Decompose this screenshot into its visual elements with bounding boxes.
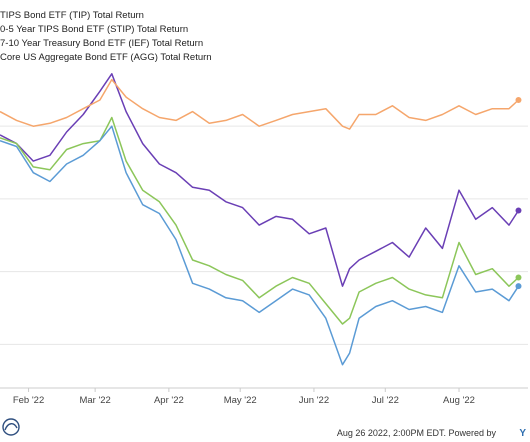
x-tick-label: Mar '22 <box>79 395 110 406</box>
series-line <box>0 78 520 130</box>
legend-item-agg: Core US Aggregate Bond ETF (AGG) Total R… <box>0 50 212 64</box>
series-line <box>0 116 520 325</box>
series-line <box>0 73 520 287</box>
series-end-marker <box>515 274 522 281</box>
x-tick-label: Apr '22 <box>154 395 184 406</box>
legend-item-ief: 7-10 Year Treasury Bond ETF (IEF) Total … <box>0 36 212 50</box>
x-tick-label: Jul '22 <box>372 395 399 406</box>
chart-legend: TIPS Bond ETF (TIP) Total Return 0-5 Yea… <box>0 8 212 64</box>
x-tick-label: Aug '22 <box>443 395 475 406</box>
legend-label: 0-5 Year TIPS Bond ETF (STIP) Total Retu… <box>0 23 189 35</box>
legend-label: TIPS Bond ETF (TIP) Total Return <box>0 9 144 21</box>
legend-label: Core US Aggregate Bond ETF (AGG) Total R… <box>0 51 212 63</box>
legend-item-tip: TIPS Bond ETF (TIP) Total Return <box>0 8 212 22</box>
series-end-marker <box>515 283 522 290</box>
logo-icon <box>2 418 20 436</box>
brand-logo: Y <box>519 428 526 439</box>
x-tick-label: May '22 <box>224 395 257 406</box>
x-tick-label: Feb '22 <box>13 395 44 406</box>
legend-label: 7-10 Year Treasury Bond ETF (IEF) Total … <box>0 37 204 49</box>
legend-item-stip: 0-5 Year TIPS Bond ETF (STIP) Total Retu… <box>0 22 212 36</box>
x-tick-label: Jun '22 <box>299 395 329 406</box>
footer-timestamp: Aug 26 2022, 2:00PM EDT. Powered by <box>336 428 496 438</box>
series-line <box>0 125 520 366</box>
series-end-marker <box>515 207 522 214</box>
series-end-marker <box>515 97 522 103</box>
